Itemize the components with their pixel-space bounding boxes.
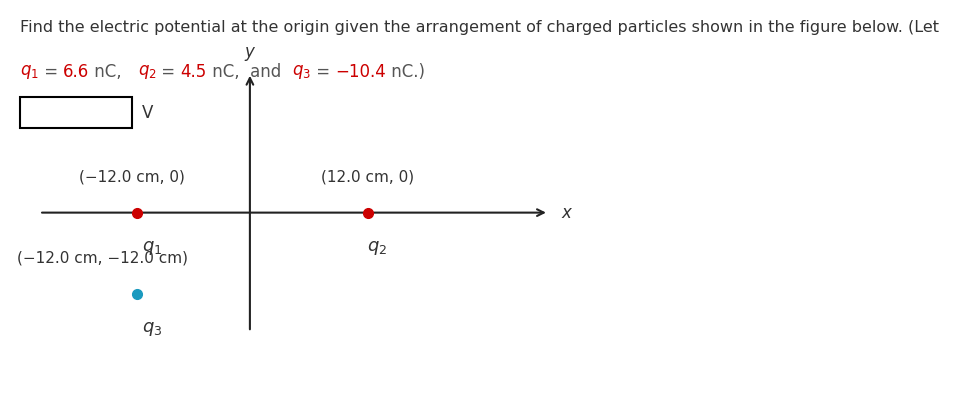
Text: $q_3$: $q_3$ bbox=[292, 63, 311, 81]
Text: Find the electric potential at the origin given the arrangement of charged parti: Find the electric potential at the origi… bbox=[20, 20, 939, 35]
Text: 4.5: 4.5 bbox=[180, 63, 207, 81]
Text: (−12.0 cm, −12.0 cm): (−12.0 cm, −12.0 cm) bbox=[18, 250, 188, 265]
Text: −10.4: −10.4 bbox=[335, 63, 386, 81]
Text: =: = bbox=[157, 63, 180, 81]
Text: nC.): nC.) bbox=[386, 63, 425, 81]
Text: nC,: nC, bbox=[89, 63, 137, 81]
Text: =: = bbox=[38, 63, 63, 81]
Text: nC,  and: nC, and bbox=[207, 63, 292, 81]
Text: $y$: $y$ bbox=[244, 45, 256, 63]
Text: $q_2$: $q_2$ bbox=[137, 63, 157, 81]
Text: 6.6: 6.6 bbox=[63, 63, 89, 81]
FancyBboxPatch shape bbox=[20, 97, 132, 128]
Text: =: = bbox=[311, 63, 335, 81]
Text: (−12.0 cm, 0): (−12.0 cm, 0) bbox=[79, 169, 185, 184]
Text: $q_1$: $q_1$ bbox=[20, 63, 38, 81]
Text: $q_3$: $q_3$ bbox=[142, 320, 162, 338]
Text: V: V bbox=[142, 104, 154, 122]
Text: $q_2$: $q_2$ bbox=[368, 239, 387, 257]
Text: $x$: $x$ bbox=[561, 204, 573, 222]
Text: $q_1$: $q_1$ bbox=[142, 239, 162, 257]
Text: (12.0 cm, 0): (12.0 cm, 0) bbox=[320, 169, 415, 184]
